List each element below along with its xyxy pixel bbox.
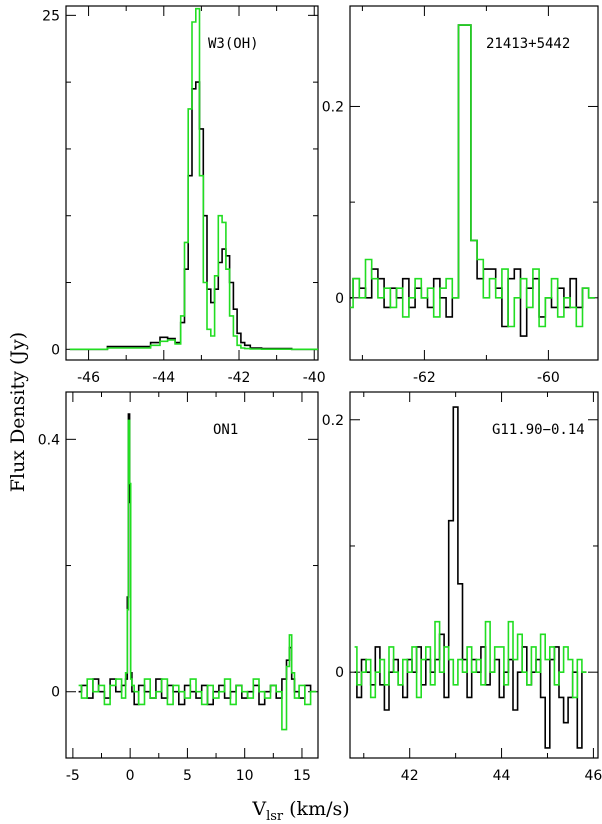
spectrum-trace-1 [78, 413, 317, 706]
x-tick-label: 44 [493, 768, 511, 784]
x-axis-title-sub: lsr [266, 809, 284, 824]
spectrum-trace-1 [69, 81, 318, 351]
panel-label: 21413+5442 [486, 36, 570, 52]
y-tick-label: 0.2 [322, 413, 344, 429]
x-tick-label: -40 [303, 370, 326, 386]
plot-frame [349, 5, 599, 361]
plot-frame [65, 5, 319, 361]
x-tick-label: -44 [152, 370, 175, 386]
spectrum-trace-2 [69, 7, 318, 351]
spectrum-trace-1 [354, 406, 587, 749]
y-tick-label: 0.4 [38, 432, 60, 448]
y-tick-label: 0 [51, 342, 60, 358]
y-tick-label: 0 [51, 685, 60, 701]
x-tick-label: 0 [126, 768, 135, 784]
panel-label: ON1 [213, 422, 238, 438]
x-axis-title-main: V [251, 798, 266, 820]
plot-frame [65, 391, 319, 759]
spectrum-trace-2 [354, 620, 587, 699]
x-tick-label: -5 [66, 768, 80, 784]
plot-frame [349, 391, 599, 759]
y-tick-label: 0 [335, 291, 344, 307]
panel-label: W3(OH) [208, 36, 259, 52]
x-axis-title-unit: (km/s) [283, 798, 350, 820]
panel-on1: -5 0 5 10 15 0 0.4 ON1 [38, 391, 319, 784]
y-axis-title: Flux Density (Jy) [7, 332, 29, 492]
y-tick-label: 25 [42, 8, 60, 24]
x-tick-label: 10 [236, 768, 254, 784]
panel-g11: 42 44 46 0 0.2 G11.90−0.14 [322, 391, 602, 784]
x-axis-title: Vlsr (km/s) [251, 798, 349, 824]
x-tick-label: 42 [401, 768, 419, 784]
panel-label: G11.90−0.14 [492, 422, 585, 438]
spectrum-trace-2 [78, 419, 317, 731]
spectrum-trace-2 [350, 24, 595, 328]
x-tick-label: -42 [228, 370, 251, 386]
x-tick-label: -46 [77, 370, 100, 386]
x-tick-label: 5 [183, 768, 192, 784]
y-tick-label: 0.2 [322, 99, 344, 115]
x-tick-label: -62 [413, 370, 436, 386]
x-tick-label: -60 [537, 370, 560, 386]
panel-w3oh: -46 -44 -42 -40 0 25 W3(OH) [42, 5, 326, 386]
y-tick-label: 0 [335, 665, 344, 681]
panel-21413: -62 -60 0 0.2 21413+5442 [322, 5, 599, 386]
x-tick-label: 15 [293, 768, 311, 784]
x-tick-label: 46 [584, 768, 602, 784]
